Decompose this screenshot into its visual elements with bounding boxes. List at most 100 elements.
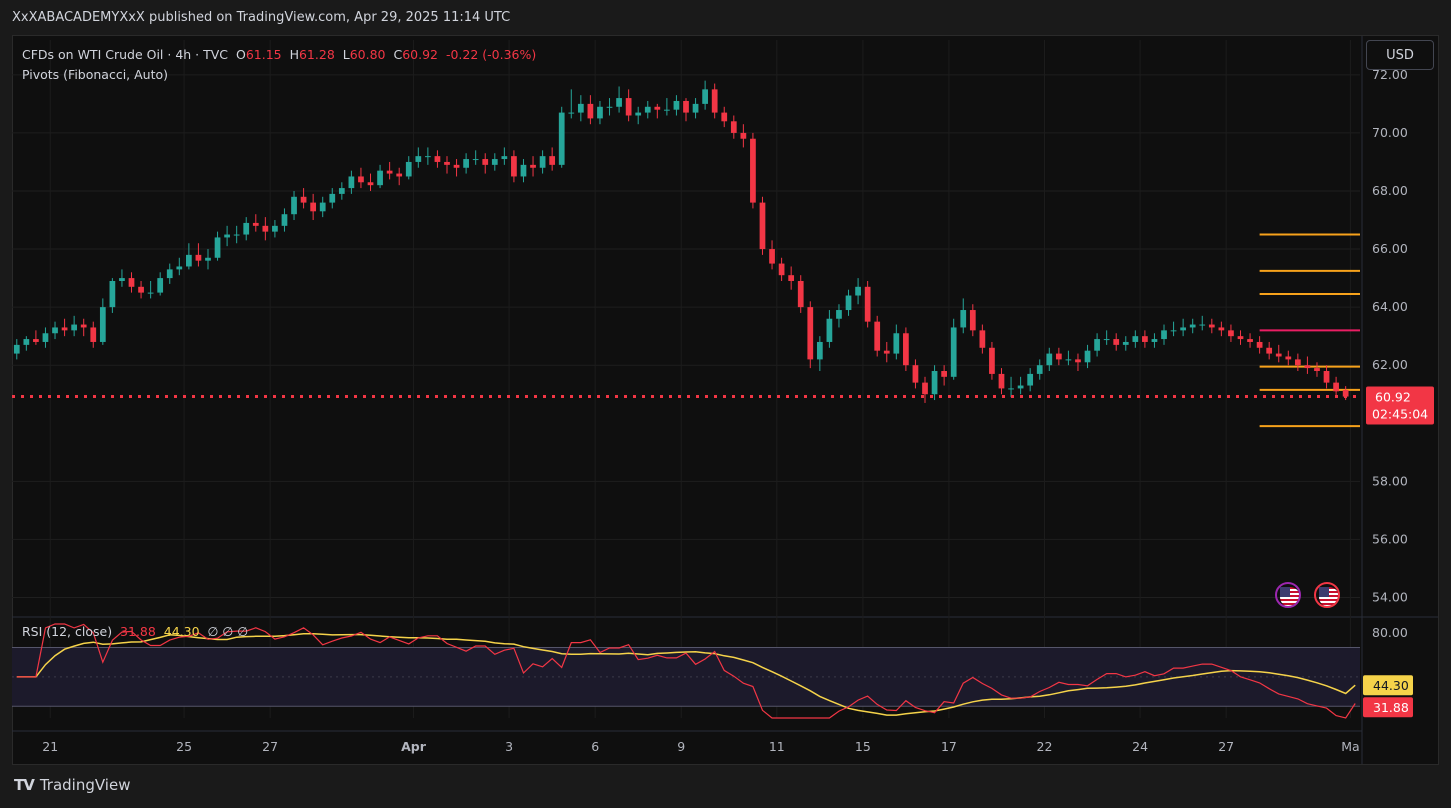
candle-body [1017, 385, 1024, 389]
candle-body [329, 193, 336, 203]
candle-body [1199, 324, 1206, 326]
candle-body [33, 339, 39, 342]
candle-body [807, 307, 814, 360]
rsi-ma-value: 44.30 [163, 624, 200, 639]
candle-body [1132, 336, 1139, 342]
rsi-extra: ∅ ∅ ∅ [207, 624, 249, 639]
candle-body [119, 278, 125, 281]
candle-body [549, 156, 556, 165]
candle-body [960, 310, 967, 328]
candle-body [1161, 330, 1167, 340]
candle-body [721, 112, 728, 122]
candle-body [80, 324, 87, 328]
rsi-legend: RSI (12, close) 31.88 44.30 ∅ ∅ ∅ [22, 624, 248, 639]
candle-body [692, 103, 699, 113]
tradingview-logo[interactable]: TV TradingView [14, 776, 130, 794]
candle-body [444, 161, 450, 165]
candle-body [1142, 336, 1148, 342]
candle-body [1228, 330, 1234, 337]
y-tick-label: 72.00 [1372, 67, 1408, 82]
candle-body [769, 249, 775, 264]
candle-body [23, 339, 30, 345]
x-tick-label: 11 [769, 739, 785, 754]
candle-body [845, 295, 852, 311]
candle-body [1208, 324, 1215, 328]
rsi-line [16, 623, 1356, 719]
indicator-label[interactable]: Pivots (Fibonacci, Auto) [22, 67, 169, 82]
candle-body [893, 333, 900, 354]
candle-body [1046, 353, 1053, 366]
candle-body [233, 234, 240, 236]
x-tick-label: 24 [1132, 739, 1148, 754]
candle-body [1084, 350, 1091, 363]
candle-body [750, 138, 756, 203]
y-tick-label: 66.00 [1372, 241, 1408, 256]
candle-body [702, 89, 708, 104]
candle-body [319, 202, 326, 212]
candle-body [243, 222, 250, 235]
y-tick-label: 70.00 [1372, 125, 1408, 140]
x-tick-label: 22 [1037, 739, 1053, 754]
candle-body [157, 278, 164, 293]
candle-body [415, 156, 422, 162]
y-tick-label: 54.00 [1372, 589, 1408, 604]
candle-body [377, 170, 383, 186]
change-value: -0.22 (-0.36%) [445, 47, 537, 62]
candle-body [788, 275, 795, 281]
candle-body [176, 266, 183, 270]
rsi-value: 31.88 [120, 624, 156, 639]
axes: 72.00 70.00 68.00 66.00 64.00 62.00 58.00 56.00… [42, 67, 1408, 754]
x-tick-label: 27 [1218, 739, 1234, 754]
us-flag-icon[interactable] [1275, 582, 1301, 608]
candle-body [491, 159, 498, 165]
candle-body [90, 327, 97, 342]
candle-body [1266, 347, 1273, 354]
candle-body [281, 214, 288, 226]
candle-body [272, 225, 278, 232]
candle-body [396, 173, 403, 177]
candle-body [463, 159, 469, 168]
candle-body [1218, 327, 1225, 331]
chart-panel[interactable] [12, 35, 1439, 765]
candle-body [214, 237, 221, 258]
candle-body [338, 188, 345, 194]
candle-body [730, 121, 737, 133]
candle-body [185, 254, 192, 267]
candle-body [979, 330, 986, 348]
candle-body [826, 318, 833, 342]
candle-body [759, 202, 766, 250]
candle-body [1065, 359, 1072, 361]
candle-body [52, 327, 58, 334]
us-flag-icon[interactable] [1314, 582, 1340, 608]
candle-body [864, 286, 871, 322]
candle-body [568, 112, 575, 114]
candle-body [511, 156, 517, 177]
candle-body [683, 100, 689, 113]
candle-body [931, 371, 938, 395]
candle-body [673, 100, 680, 110]
current-price-line: 60.92 02:45:04 [12, 386, 1434, 425]
candle-body [1342, 389, 1349, 397]
brand-name: TradingView [39, 776, 131, 794]
rsi-name[interactable]: RSI (12, close) [22, 624, 113, 639]
currency-button[interactable]: USD [1366, 40, 1434, 70]
candle-body [577, 103, 584, 113]
candle-body [1113, 339, 1120, 345]
y-tick-label: 64.00 [1372, 299, 1408, 314]
candle-body [1027, 373, 1034, 386]
candle-body [386, 170, 393, 174]
candle-body [1237, 336, 1244, 340]
candle-body [635, 112, 642, 116]
candle-body [530, 164, 536, 168]
candle-body [883, 350, 890, 354]
candle-body [310, 202, 317, 212]
candle-body [99, 307, 106, 342]
candle-body [1294, 359, 1301, 366]
x-tick-label: 9 [677, 739, 685, 754]
candle-body [252, 222, 259, 226]
symbol-label[interactable]: CFDs on WTI Crude Oil · 4h · TVC [22, 47, 229, 62]
x-tick-label: 15 [855, 739, 871, 754]
candle-body [922, 382, 928, 395]
rsi-ma-badge-bg [1363, 675, 1413, 696]
